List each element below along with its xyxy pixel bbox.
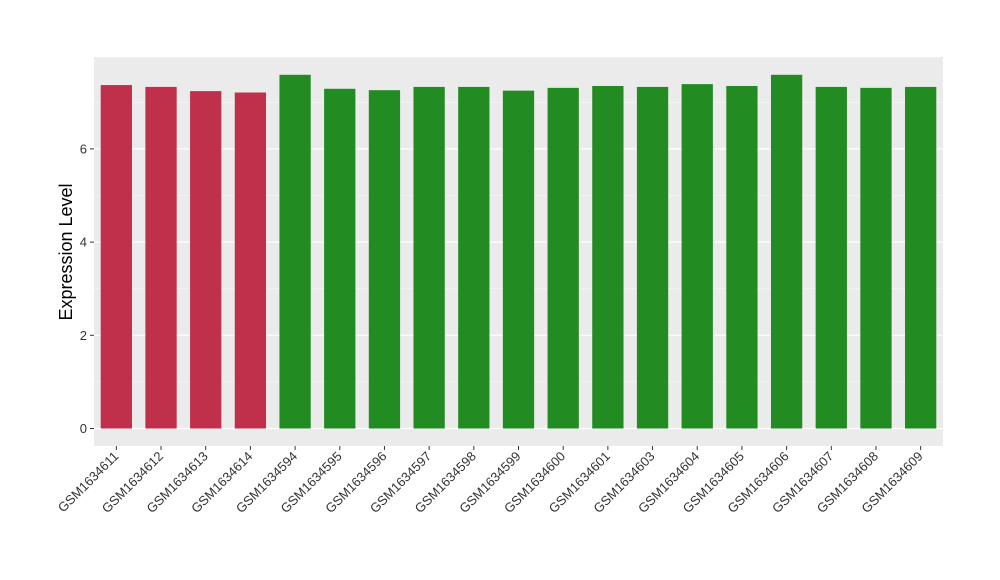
y-axis-title: Expression Level — [56, 183, 76, 320]
bar — [681, 84, 713, 429]
bar — [726, 85, 758, 429]
bar — [190, 91, 222, 429]
bar — [770, 74, 803, 429]
bar — [636, 86, 669, 429]
x-axis: GSM1634611GSM1634612GSM1634613GSM1634614… — [55, 446, 926, 516]
bar — [592, 85, 624, 429]
bar — [860, 87, 892, 429]
bar — [100, 85, 132, 429]
bar — [905, 86, 937, 429]
y-tick-label: 2 — [80, 328, 87, 343]
y-tick-label: 6 — [80, 141, 87, 156]
bar — [502, 90, 535, 429]
bars — [100, 74, 937, 429]
y-axis: 0 2 4 6 — [80, 141, 94, 436]
bar — [145, 86, 177, 429]
bar — [279, 74, 311, 429]
bar — [815, 86, 847, 429]
bar — [234, 92, 267, 429]
bar — [368, 90, 401, 429]
bar — [413, 86, 445, 429]
y-tick-label: 4 — [80, 235, 87, 250]
bar — [547, 87, 579, 429]
y-tick-label: 0 — [80, 421, 87, 436]
bar — [324, 88, 356, 429]
bar — [458, 86, 490, 429]
